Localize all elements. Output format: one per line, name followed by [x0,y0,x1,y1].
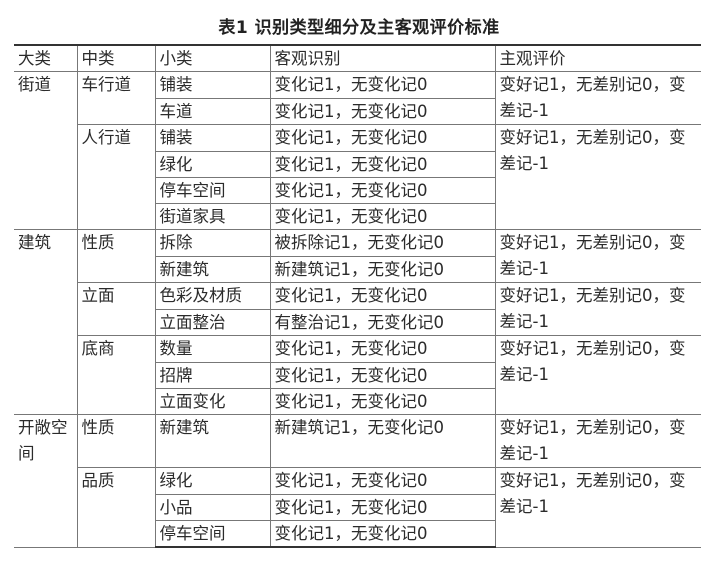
sub-category-cell: 车道 [155,97,271,126]
mid-category-cell: 性质 [76,229,156,284]
subjective-cell: 变好记1，无差别记0，变差记-1 [494,467,701,548]
objective-cell: 新建筑记1，无变化记0 [269,255,495,284]
objective-cell: 变化记1，无变化记0 [269,97,495,126]
subjective-cell: 变好记1，无差别记0，变差记-1 [494,335,701,416]
sub-category-cell: 街道家具 [155,203,271,231]
table-row: 停车空间 变化记1，无变化记0 [14,519,701,549]
table-row: 立面 色彩及材质 变化记1，无变化记0 变好记1，无差别记0，变差记-1 [14,282,701,337]
table-row: 品质 绿化 变化记1，无变化记0 变好记1，无差别记0，变差记-1 [14,467,701,548]
table-row: 新建筑 新建筑记1，无变化记0 [14,255,701,284]
header-subjective: 主观评价 [494,44,701,73]
mid-category-cell: 车行道 [76,71,156,126]
table-row: 车道 变化记1，无变化记0 [14,97,701,126]
major-category-cell: 开敞空间 [14,414,78,548]
objective-cell: 变化记1，无变化记0 [269,361,495,390]
objective-cell: 变化记1，无变化记0 [269,282,496,310]
sub-category-cell: 新建筑 [154,414,271,469]
table-row: 开敞空间 性质 新建筑 新建筑记1，无变化记0 变好记1，无差别记0，变差记-1 [14,414,701,548]
table-row: 街道家具 变化记1，无变化记0 [14,203,701,231]
mid-category-cell: 品质 [77,467,156,548]
classification-table: 大类 中类 小类 客观识别 主观评价 街道 车行道 铺装 变化记1，无变化记0 变好记1… [14,44,701,549]
subjective-cell: 变好记1，无差别记0，变差记-1 [494,282,701,337]
objective-cell: 变化记1，无变化记0 [269,176,495,205]
sub-category-cell: 绿化 [154,467,271,495]
objective-cell: 变化记1，无变化记0 [269,150,495,178]
subjective-cell: 变好记1，无差别记0，变差记-1 [494,414,701,469]
sub-category-cell: 色彩及材质 [154,282,271,310]
header-row: 大类 中类 小类 客观识别 主观评价 [14,44,701,73]
header-mid-category: 中类 [76,44,156,73]
header-major-category: 大类 [14,44,78,73]
objective-cell: 变化记1，无变化记0 [269,493,495,521]
table-row: 立面变化 变化记1，无变化记0 [14,388,701,416]
table-row: 立面整治 有整治记1，无变化记0 [14,308,701,337]
header-sub-category: 小类 [154,44,271,73]
sub-category-cell: 新建筑 [155,255,271,284]
major-category-cell: 建筑 [14,229,78,416]
mid-category-cell: 人行道 [77,124,156,231]
objective-cell: 变化记1，无变化记0 [269,71,496,99]
table-title: 表1 识别类型细分及主客观评价标准 [218,18,500,38]
mid-category-cell: 立面 [77,282,156,337]
header-objective: 客观识别 [269,44,496,73]
sub-category-cell: 铺装 [154,124,271,152]
mid-category-cell: 性质 [76,414,156,469]
sub-category-cell: 招牌 [155,361,271,390]
table-row: 建筑 性质 拆除 被拆除记1，无变化记0 变好记1，无差别记0，变差记-1 [14,229,701,416]
subjective-cell: 变好记1，无差别记0，变差记-1 [494,71,701,126]
sub-category-cell: 停车空间 [155,519,271,549]
mid-category-cell: 底商 [77,335,156,416]
table-row: 招牌 变化记1，无变化记0 [14,361,701,390]
major-category-cell: 街道 [14,71,78,231]
table-row: 街道 车行道 铺装 变化记1，无变化记0 变好记1，无差别记0，变差记-1 [14,71,701,231]
objective-cell: 变化记1，无变化记0 [269,519,495,549]
objective-cell: 被拆除记1，无变化记0 [269,229,496,257]
sub-category-cell: 数量 [154,335,271,363]
sub-category-cell: 立面整治 [155,308,271,337]
sub-category-cell: 拆除 [154,229,271,257]
table-row: 小品 变化记1，无变化记0 [14,493,701,521]
objective-cell: 变化记1，无变化记0 [269,467,496,495]
table-row: 底商 数量 变化记1，无变化记0 变好记1，无差别记0，变差记-1 [14,335,701,416]
objective-cell: 有整治记1，无变化记0 [269,308,495,337]
objective-cell: 变化记1，无变化记0 [269,203,495,231]
objective-cell: 变化记1，无变化记0 [269,335,496,363]
sub-category-cell: 铺装 [154,71,271,99]
sub-category-cell: 停车空间 [155,176,271,205]
sub-category-cell: 立面变化 [155,388,271,416]
subjective-cell: 变好记1，无差别记0，变差记-1 [494,229,701,284]
objective-cell: 变化记1，无变化记0 [269,388,495,416]
subjective-cell: 变好记1，无差别记0，变差记-1 [494,124,701,231]
sub-category-cell: 小品 [155,493,271,521]
table-row: 人行道 铺装 变化记1，无变化记0 变好记1，无差别记0，变差记-1 [14,124,701,231]
objective-cell: 变化记1，无变化记0 [269,124,496,152]
sub-category-cell: 绿化 [155,150,271,178]
objective-cell: 新建筑记1，无变化记0 [269,414,496,469]
